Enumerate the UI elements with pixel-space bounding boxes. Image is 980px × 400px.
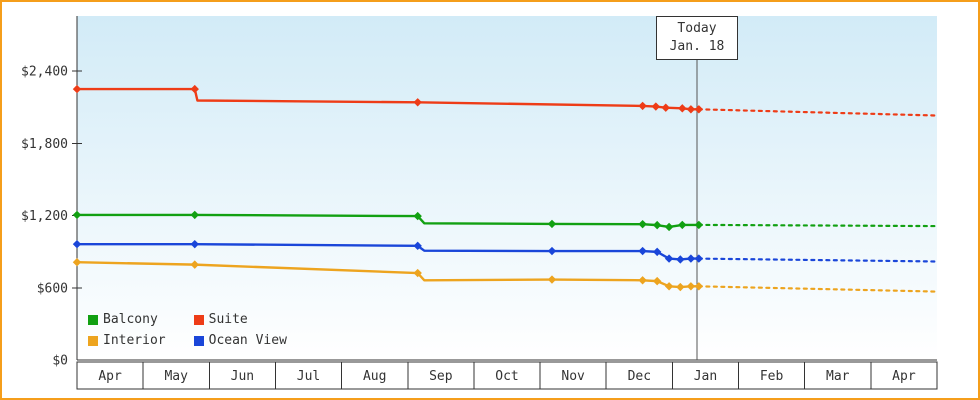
data-point-ocean-view [547, 246, 557, 256]
month-cell-4 [341, 361, 409, 390]
legend-label-balcony: Balcony [103, 312, 158, 327]
data-point-suite [638, 101, 647, 111]
series-line-suite [75, 87, 701, 111]
data-point-balcony [72, 210, 82, 220]
today-label: Today [677, 21, 717, 36]
series-forecast-ocean-view [697, 257, 939, 263]
legend-item-suite: Suite [193, 312, 287, 327]
data-point-ocean-view [190, 239, 199, 249]
data-point-suite [651, 102, 661, 111]
month-label-12: Apr [892, 369, 916, 384]
data-point-balcony [190, 210, 199, 220]
data-point-interior [652, 276, 662, 286]
month-label-1: May [164, 369, 188, 384]
y-tick-label: $1,200 [21, 209, 68, 224]
month-label-4: Aug [363, 369, 386, 384]
data-point-interior [190, 260, 199, 269]
month-label-10: Feb [760, 369, 784, 384]
series-line-balcony [75, 213, 701, 229]
month-label-9: Jan [694, 369, 717, 384]
month-cell-6 [473, 361, 541, 390]
month-label-3: Jul [297, 369, 320, 384]
interior-swatch-icon [88, 335, 98, 346]
data-point-interior [694, 282, 704, 291]
legend: Balcony Suite Interior Ocean View [88, 312, 287, 348]
month-cell-10 [738, 361, 806, 390]
data-point-ocean-view [413, 241, 422, 251]
data-point-balcony [678, 220, 687, 230]
data-point-ocean-view [676, 255, 685, 264]
y-tick-label: $2,400 [21, 65, 68, 80]
series-forecast-interior [697, 285, 939, 293]
data-point-ocean-view [72, 239, 82, 249]
legend-item-ocean-view: Ocean View [193, 333, 287, 348]
legend-item-balcony: Balcony [88, 312, 166, 327]
series-forecast-suite [697, 108, 939, 117]
today-date: Jan. 18 [669, 39, 725, 54]
balcony-swatch-icon [88, 314, 98, 325]
data-point-balcony [413, 211, 422, 221]
suite-swatch-icon [193, 314, 204, 325]
plot-background [77, 16, 937, 360]
month-label-5: Sep [429, 369, 453, 384]
y-tick-label: $0 [52, 354, 68, 369]
legend-label-suite: Suite [208, 312, 248, 327]
data-point-interior [413, 268, 422, 278]
today-marker-box: Today Jan. 18 [656, 16, 738, 60]
series-forecast-balcony [697, 223, 939, 228]
month-cell-2 [208, 361, 276, 390]
data-point-interior [664, 282, 674, 291]
data-point-suite [686, 105, 696, 114]
data-point-suite [72, 84, 82, 94]
data-point-interior [686, 282, 696, 291]
month-cell-0 [76, 361, 144, 390]
data-point-interior [547, 275, 557, 284]
ocean-view-swatch-icon [193, 335, 204, 346]
legend-item-interior: Interior [88, 333, 166, 348]
data-point-interior [72, 258, 82, 267]
month-cell-7 [539, 361, 607, 390]
data-point-suite [694, 105, 704, 114]
y-tick-label: $600 [37, 281, 68, 296]
month-cell-12 [870, 361, 938, 390]
data-point-balcony [664, 222, 674, 232]
legend-label-interior: Interior [103, 333, 166, 348]
month-cell-1 [142, 361, 210, 390]
month-label-2: Jun [231, 369, 254, 384]
data-point-balcony [547, 219, 557, 229]
data-point-suite [413, 98, 422, 107]
month-label-8: Dec [628, 369, 651, 384]
data-point-ocean-view [638, 246, 647, 256]
y-tick-label: $1,800 [21, 137, 68, 152]
month-label-6: Oct [495, 369, 518, 384]
data-point-balcony [638, 219, 647, 229]
month-label-11: Mar [826, 369, 850, 384]
data-point-ocean-view [652, 247, 662, 257]
data-point-suite [678, 104, 687, 113]
data-point-interior [676, 282, 685, 292]
data-point-suite [190, 84, 199, 94]
month-label-0: Apr [98, 369, 122, 384]
legend-label-ocean-view: Ocean View [208, 333, 287, 348]
data-point-interior [638, 276, 647, 285]
month-label-7: Nov [561, 369, 585, 384]
data-point-suite [661, 103, 670, 112]
data-point-balcony [694, 220, 704, 230]
data-point-balcony [652, 220, 662, 230]
